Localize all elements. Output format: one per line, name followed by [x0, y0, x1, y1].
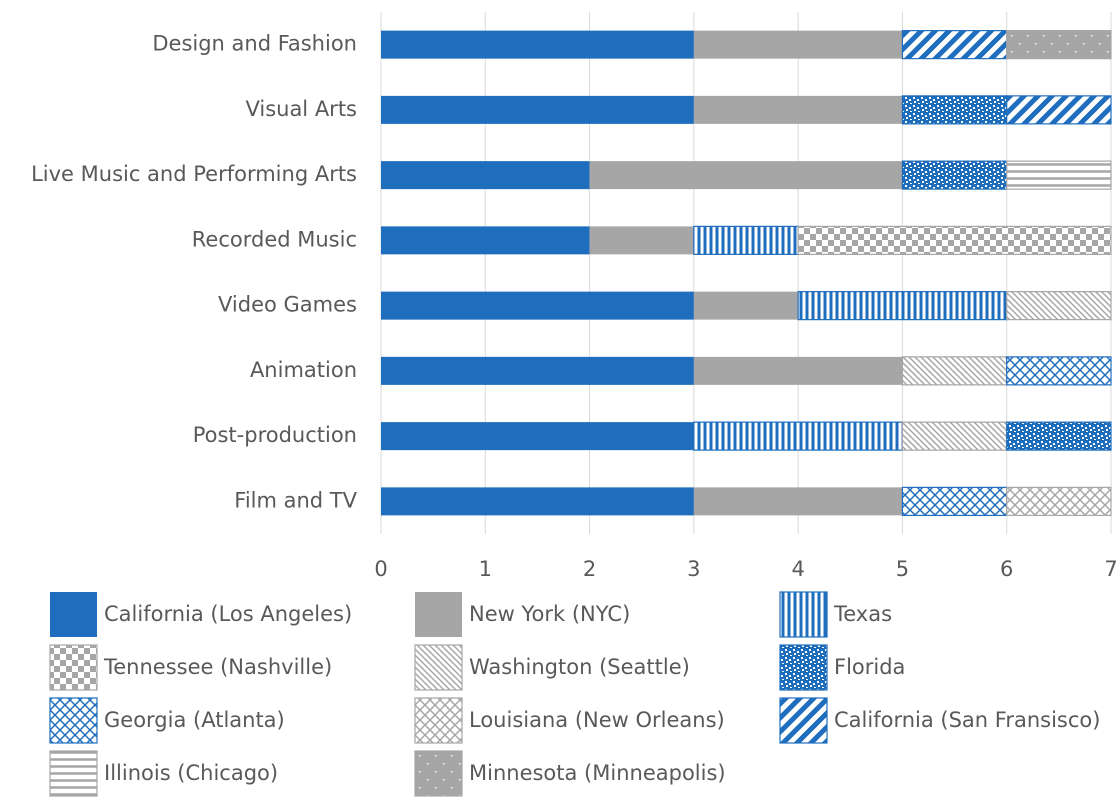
bar-segment	[1006, 356, 1112, 386]
bar-segment	[693, 30, 903, 59]
x-tick-label: 1	[479, 557, 492, 581]
bar-segment	[901, 486, 1008, 516]
bar-segment	[901, 160, 1008, 190]
bar-segment	[381, 30, 694, 59]
bar-segment	[1006, 421, 1112, 451]
x-tick-label: 4	[791, 557, 804, 581]
bar-segment	[797, 291, 1008, 321]
bar-segment	[589, 161, 903, 190]
y-tick-label: Live Music and Performing Arts	[31, 162, 357, 186]
bar-segment	[901, 356, 1008, 386]
bar-segment	[693, 291, 799, 320]
bar-segment	[589, 226, 694, 255]
bar-segment	[381, 226, 590, 255]
bar-segment	[901, 95, 1008, 125]
legend-swatch	[50, 592, 97, 637]
bar-segment	[1006, 291, 1112, 321]
y-tick-label: Visual Arts	[245, 97, 357, 121]
x-tick-label: 6	[1000, 557, 1013, 581]
legend-label: Florida	[834, 655, 905, 679]
bar-segment	[693, 487, 903, 516]
y-tick-label: Post-production	[193, 423, 357, 447]
legend-swatch	[779, 591, 828, 638]
bar-segment	[381, 161, 590, 190]
legend-swatch	[414, 697, 463, 744]
legend-swatch	[779, 644, 828, 691]
legend-swatch	[415, 592, 462, 637]
y-tick-label: Film and TV	[234, 488, 357, 512]
bar-segment	[381, 422, 694, 451]
x-tick-label: 5	[896, 557, 909, 581]
bar-segment	[693, 225, 799, 255]
legend-label: Louisiana (New Orleans)	[469, 708, 725, 732]
y-tick-label: Recorded Music	[192, 227, 357, 251]
bar-segment	[381, 356, 694, 385]
bar-segment	[381, 291, 694, 320]
legend-label: California (San Fransisco)	[834, 708, 1100, 732]
bar-segment	[693, 356, 903, 385]
bar-segment	[1006, 95, 1112, 125]
x-tick-label: 3	[687, 557, 700, 581]
y-tick-label: Video Games	[218, 293, 357, 317]
x-tick-label: 7	[1104, 557, 1117, 581]
legend-label: Washington (Seattle)	[469, 655, 690, 679]
bar-segment	[1006, 30, 1112, 60]
legend-label: California (Los Angeles)	[104, 602, 352, 626]
x-tick-label: 0	[374, 557, 387, 581]
legend-label: Texas	[833, 602, 892, 626]
legend-label: Minnesota (Minneapolis)	[469, 761, 726, 785]
y-tick-label: Animation	[250, 358, 357, 382]
bar-segment	[693, 95, 903, 124]
bar-segment	[1006, 160, 1112, 190]
bar-segment	[797, 225, 1112, 255]
legend-swatch	[779, 697, 828, 744]
legend-label: Georgia (Atlanta)	[104, 708, 285, 732]
legend-swatch	[414, 644, 463, 691]
legend-swatch	[49, 750, 98, 797]
x-tick-label: 2	[583, 557, 596, 581]
legend-swatch	[49, 644, 98, 691]
y-tick-label: Design and Fashion	[152, 32, 357, 56]
bar-segment	[1006, 486, 1112, 516]
bar-segment	[381, 487, 694, 516]
legend-swatch	[49, 697, 98, 744]
bar-segment	[693, 421, 904, 451]
legend-label: Tennessee (Nashville)	[103, 655, 332, 679]
bar-segment	[381, 95, 694, 124]
bar-segment	[901, 30, 1008, 60]
legend-swatch	[414, 750, 463, 797]
bar-segment	[901, 421, 1008, 451]
legend-label: New York (NYC)	[469, 602, 630, 626]
legend-label: Illinois (Chicago)	[104, 761, 278, 785]
